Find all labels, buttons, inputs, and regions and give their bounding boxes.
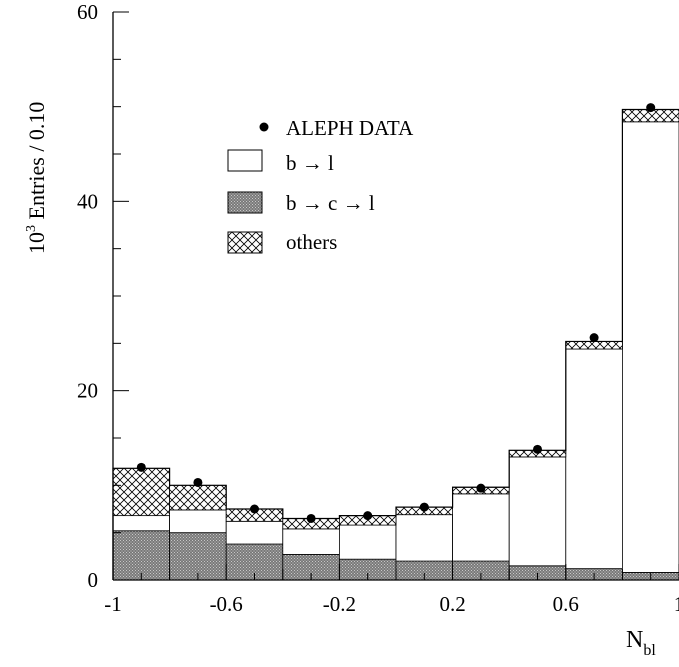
y-axis-title: 103 Entries / 0.10 [24,102,49,254]
y-axis-title-rest: Entries / 0.10 [24,102,49,225]
data-point-9 [646,103,656,113]
data-point-0 [136,462,146,472]
bar-white-9 [622,121,679,573]
data-point-8 [589,333,599,343]
y-tick-label-2: 40 [77,189,98,213]
bar-white-3 [282,528,340,555]
legend: ALEPH DATA b → l b → c → l others [227,116,414,254]
data-point-3 [306,513,316,523]
data-point-7 [533,444,542,454]
legend-marker-data [259,122,269,132]
axes: 0 20 40 60 -1 -0.6 -0.2 0.2 0.6 1 [77,0,679,616]
data-point-1 [193,477,203,487]
bar-white-6 [452,493,510,562]
y-tick-label-1: 20 [77,379,98,403]
legend-label-others: others [286,230,337,254]
y-axis-title-base: 10 [24,232,49,254]
bar-white-0 [112,515,170,532]
legend-swatch-bcl [227,191,263,214]
bar-white-8 [565,348,623,570]
x-tick-label-3: 0.2 [439,592,465,616]
y-axis-title-exponent: 3 [24,225,39,232]
data-points [136,103,656,523]
x-axis-title-sub: bl [643,642,656,659]
x-tick-label-2: -0.2 [323,592,356,616]
x-tick-label-5: 1 [674,592,679,616]
bar-dark-stipple-0 [112,530,170,580]
bar-white-1 [169,509,227,534]
bar-crosshatch-1 [169,484,227,511]
total-step-outline [112,108,679,580]
bar-crosshatch-8 [565,341,623,350]
x-axis-title-main: N [626,627,643,653]
data-point-6 [476,483,486,493]
y-tick-label-3: 60 [77,0,98,24]
data-point-5 [419,502,429,512]
bar-crosshatch-0 [112,467,170,517]
x-tick-label-1: -0.6 [210,592,243,616]
bar-white-7 [508,456,567,567]
y-tick-label-0: 0 [88,568,99,592]
histogram-bars [112,108,679,580]
legend-swatch-bl [227,149,263,172]
legend-swatch-others [227,231,263,254]
x-axis-title: Nbl [626,627,656,659]
bar-dark-stipple-1 [169,532,227,580]
bar-white-5 [395,514,453,562]
legend-label-data: ALEPH DATA [286,116,414,140]
x-tick-label-0: -1 [104,592,122,616]
data-point-4 [363,511,373,521]
x-tick-label-4: 0.6 [553,592,579,616]
legend-label-bl: b → l [286,151,334,175]
data-point-2 [250,504,259,514]
bar-white-4 [338,524,397,560]
bar-white-2 [225,520,284,545]
legend-label-bcl: b → c → l [286,191,375,215]
